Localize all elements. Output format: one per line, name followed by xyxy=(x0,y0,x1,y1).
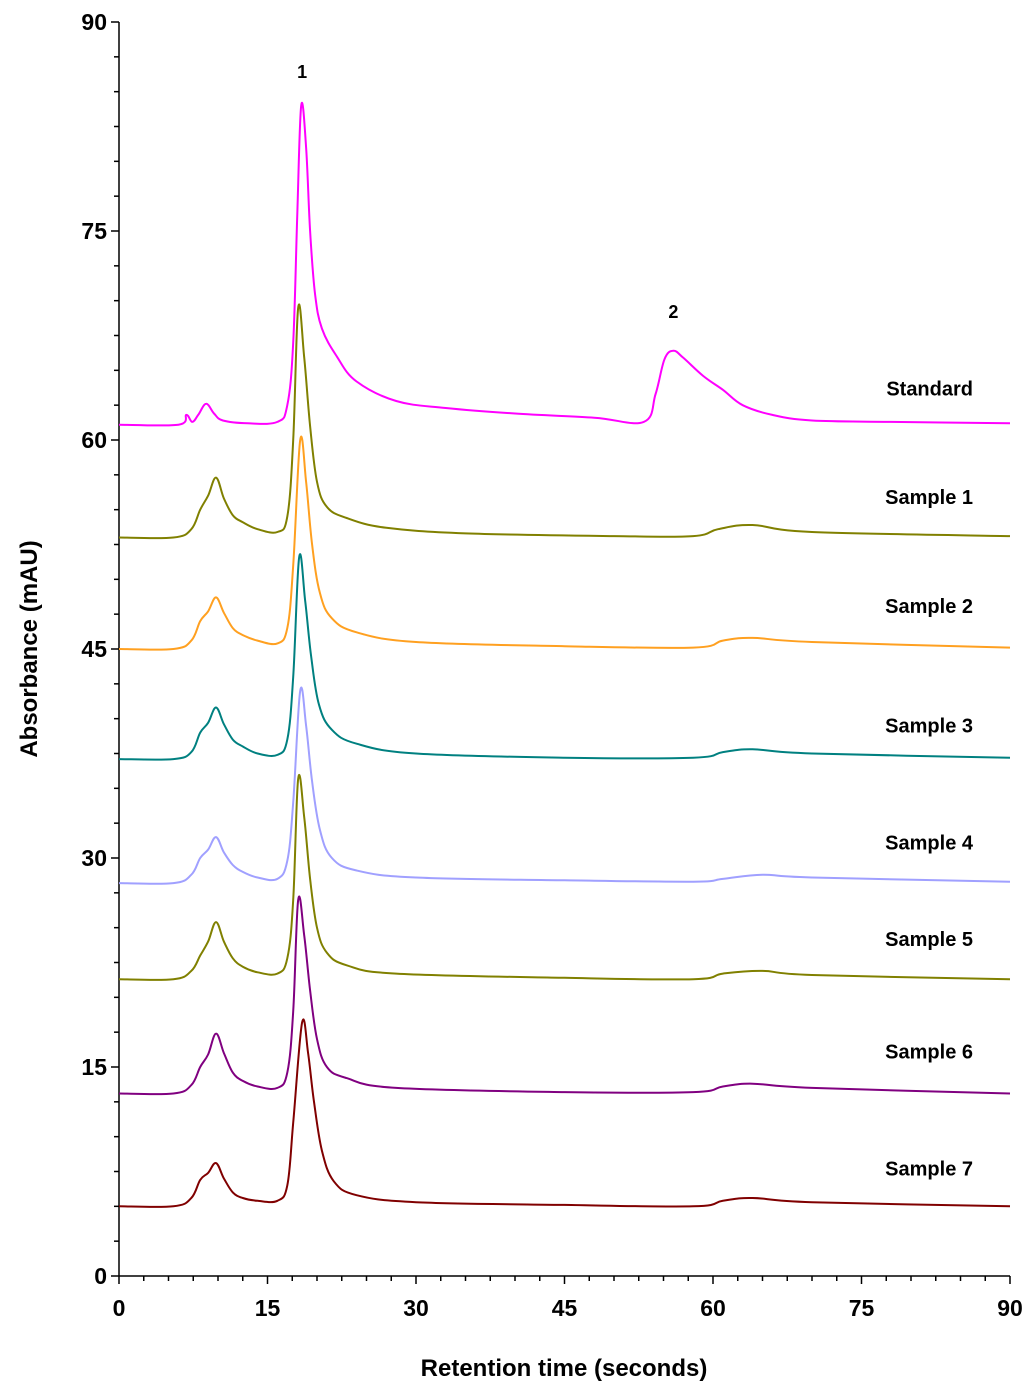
x-axis-title: Retention time (seconds) xyxy=(421,1355,708,1382)
traces xyxy=(118,101,1011,1208)
series-label-sample-7: Sample 7 xyxy=(885,1159,973,1181)
ticks: 0 15 30 45 60 75 90 0 15 30 45 60 75 90 xyxy=(81,9,1022,1321)
x-tick-label: 30 xyxy=(403,1295,429,1321)
peak-label-2: 2 xyxy=(668,302,678,322)
trace-standard xyxy=(118,101,1011,427)
series-label-sample-3: Sample 3 xyxy=(885,716,973,738)
trace-sample-6 xyxy=(118,895,1011,1096)
trace-sample-5 xyxy=(118,774,1011,981)
trace-sample-4 xyxy=(118,686,1011,885)
axes xyxy=(118,22,1010,1277)
y-tick-label: 30 xyxy=(81,845,107,871)
peak-label-1: 1 xyxy=(297,62,307,82)
trace-sample-1 xyxy=(118,303,1011,540)
series-label-sample-2: Sample 2 xyxy=(885,596,973,618)
x-tick-label: 45 xyxy=(552,1295,578,1321)
trace-sample-3 xyxy=(118,553,1011,761)
y-tick-label: 90 xyxy=(81,9,107,35)
series-label-sample-5: Sample 5 xyxy=(885,929,973,951)
labels: Standard Sample 1 Sample 2 Sample 3 Sample 4… xyxy=(297,62,974,1181)
y-tick-label: 60 xyxy=(81,427,107,453)
x-tick-label: 15 xyxy=(255,1295,281,1321)
series-label-sample-1: Sample 1 xyxy=(885,487,973,509)
y-tick-label: 15 xyxy=(81,1054,107,1080)
y-tick-label: 75 xyxy=(81,218,107,244)
y-axis-title: Absorbance (mAU) xyxy=(16,540,43,757)
y-tick-label: 0 xyxy=(94,1263,107,1289)
series-label-sample-4: Sample 4 xyxy=(885,833,974,855)
x-tick-label: 75 xyxy=(849,1295,875,1321)
series-label-standard: Standard xyxy=(886,378,973,400)
series-label-sample-6: Sample 6 xyxy=(885,1042,973,1064)
x-tick-label: 60 xyxy=(700,1295,726,1321)
trace-sample-2 xyxy=(118,435,1011,651)
trace-sample-7 xyxy=(118,1018,1011,1208)
x-tick-label: 0 xyxy=(113,1295,126,1321)
y-tick-label: 45 xyxy=(81,636,107,662)
x-tick-label: 90 xyxy=(997,1295,1023,1321)
